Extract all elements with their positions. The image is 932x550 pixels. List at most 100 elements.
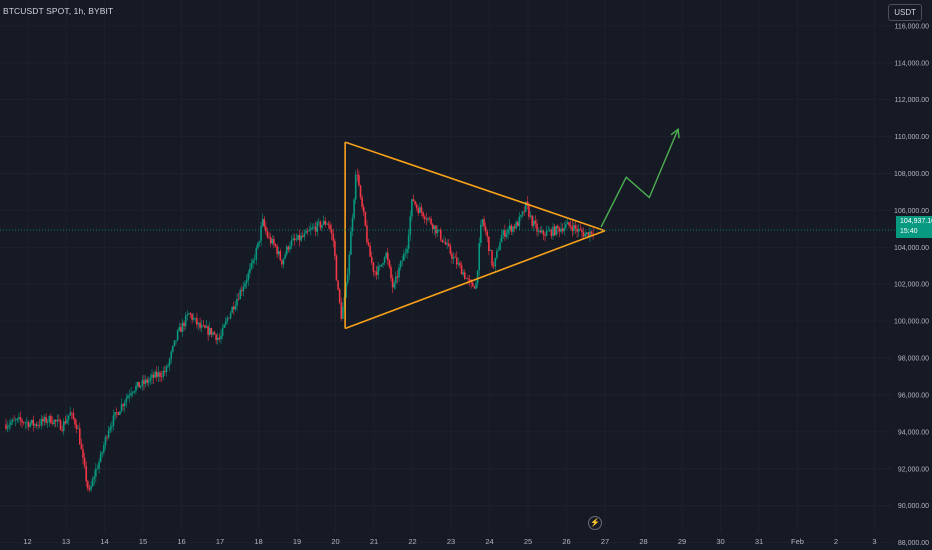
candle-body [351,217,354,232]
projection-path[interactable] [600,128,679,228]
candle-body [284,254,286,259]
time-axis[interactable]: 12 13 14 15 16 17 18 19 20 21 22 23 24 25 26 27 28 29 30 31… [23,537,876,546]
price-tick-label: 116,000.00 [894,23,929,30]
time-tick-label: 19 [293,537,301,546]
candle-body [50,415,52,424]
candle-body [295,239,298,241]
candle-body [576,228,578,232]
candle-body [120,404,123,412]
candle-body [184,315,187,327]
candle-body [431,224,434,230]
candle-body [573,225,575,232]
candle-body [8,424,11,427]
candle-body [157,372,160,377]
candle-body [589,231,591,237]
candle-body [430,218,432,225]
candle-body [253,259,256,261]
candle-body [489,250,492,251]
candle-body [6,426,9,429]
symbol-title[interactable]: BTCUSDT SPOT, 1h, BYBIT [3,6,114,16]
time-tick-label: 2 [834,537,838,546]
candle-body [231,306,233,313]
candle-body [361,197,363,208]
candle-body [314,226,317,232]
projection-arrowhead [670,127,680,139]
candle-body [19,417,22,421]
candle-body [473,286,476,289]
candle-body [48,415,51,422]
candle-body [439,229,442,240]
candle-body [287,246,290,250]
candle-body [443,241,445,243]
candle-body [553,226,556,236]
candle-body [422,212,424,217]
candle-body [16,418,19,421]
candle-body [393,283,396,288]
triangle-upper-line[interactable] [344,141,606,232]
candle-body [143,380,145,384]
candle-body [512,226,514,232]
candle-body [96,468,99,470]
candle-body [149,377,152,381]
candle-body [228,317,230,319]
candle-body [571,226,574,232]
candle-body [542,230,545,235]
candle-body [407,235,410,249]
candle-body [53,419,55,425]
candle-body [391,278,394,288]
candle-body [565,224,567,228]
candle-body [369,245,371,257]
candle-body [577,229,580,232]
candle-body [159,372,161,377]
price-axis[interactable]: 88,000.00 90,000.00 92,000.00 94,000.00 96,0… [894,23,929,547]
candle-body [423,216,426,220]
candle-body [119,411,121,415]
candle-body [117,412,120,415]
candle-body [318,221,320,223]
candle-body [115,412,118,413]
candle-body [322,220,325,225]
price-tick-label: 96,000.00 [898,392,929,399]
candle-body [372,262,375,272]
candle-body [404,252,407,254]
candle-body [348,254,351,275]
candle-body [186,314,189,316]
candle-body [24,422,27,424]
last-price-label: 104,937.10 15:40 [896,216,932,238]
candle-body [395,276,397,284]
candle-body [18,417,20,419]
candle-body [539,230,541,233]
candle-body [95,468,97,477]
candle-body [462,272,464,275]
candle-body [581,229,583,233]
candle-body [412,199,415,202]
time-tick-label: 13 [62,537,70,546]
candle-body [508,225,511,230]
price-tick-label: 110,000.00 [894,134,929,141]
time-tick-label: 20 [331,537,339,546]
candle-body [188,313,190,315]
candle-body [340,302,343,319]
candle-body [144,379,147,384]
triangle-lower-line[interactable] [344,229,606,330]
candle-body [521,211,524,215]
time-tick-label: 3 [872,537,876,546]
currency-button[interactable]: USDT [888,4,922,21]
candle-body [383,257,386,264]
price-tick-label: 100,000.00 [894,319,929,326]
candle-body [269,237,272,244]
candle-body [557,225,559,229]
time-tick-label: 29 [678,537,686,546]
candle-body [234,305,237,310]
candle-body [428,218,431,219]
symmetrical-triangle-drawing[interactable] [344,141,606,330]
candle-body [29,423,31,427]
candle-body [128,394,131,397]
projection-arrow-drawing[interactable] [600,127,680,228]
candle-body [419,207,421,214]
lightning-icon[interactable]: ⚡ [588,516,602,530]
candle-body [21,420,23,423]
candle-body [88,488,91,490]
candle-body [540,230,543,233]
